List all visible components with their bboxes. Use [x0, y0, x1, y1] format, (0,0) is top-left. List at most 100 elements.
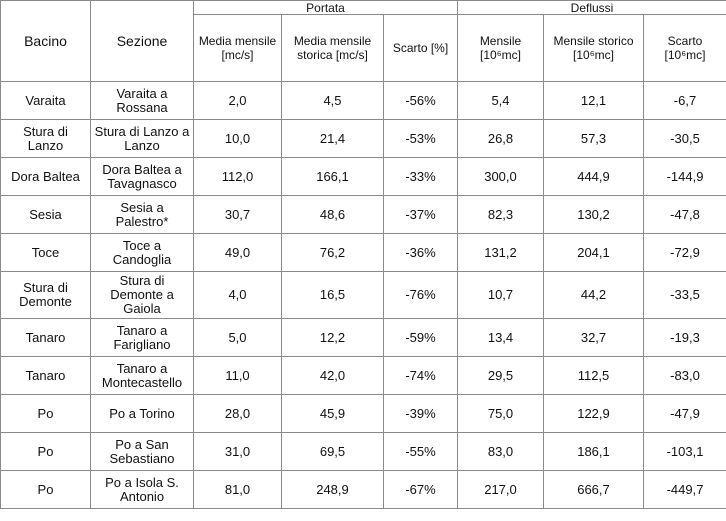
table-cell: -33,5 [643, 271, 726, 319]
table-cell: 28,0 [193, 394, 282, 433]
table-cell: -6,7 [643, 81, 726, 120]
table-cell: -47,8 [643, 195, 726, 234]
table-cell: 5,0 [193, 318, 282, 357]
header-cell: Media mensile [mc/s] [193, 14, 282, 82]
data-table: Bacino Sezione Portata Deflussi Media me… [0, 0, 726, 509]
table-cell: -47,9 [643, 394, 726, 433]
table-cell: -76% [383, 271, 458, 319]
table-cell: 130,2 [543, 195, 644, 234]
table-cell: 122,9 [543, 394, 644, 433]
table-cell: -83,0 [643, 356, 726, 395]
table-cell: -74% [383, 356, 458, 395]
table-cell: 76,2 [281, 233, 384, 272]
header-cell: Sezione [90, 0, 194, 82]
header-group: Deflussi [457, 0, 726, 15]
table-row: Tanaro Tanaro a Montecastello 11,0 42,0 -74%… [0, 356, 726, 395]
table-cell: 10,7 [457, 271, 544, 319]
header-cell: Bacino [0, 0, 91, 82]
table-cell: 217,0 [457, 470, 544, 509]
header-group: Portata [193, 0, 458, 15]
table-cell: -53% [383, 119, 458, 158]
table-row: Toce Toce a Candoglia 49,0 76,2 -36% 131,2 204… [0, 233, 726, 272]
table-body: Varaita Varaita a Rossana 2,0 4,5 -56% 5,4 12,… [0, 81, 726, 509]
table-cell: 49,0 [193, 233, 282, 272]
table-cell: 12,1 [543, 81, 644, 120]
table-cell: -67% [383, 470, 458, 509]
table-cell: -449,7 [643, 470, 726, 509]
table-cell: Tanaro a Montecastello [90, 356, 194, 395]
table-cell: -30,5 [643, 119, 726, 158]
table-cell: 29,5 [457, 356, 544, 395]
table-cell: -56% [383, 81, 458, 120]
table-cell: Po a Torino [90, 394, 194, 433]
table-cell: 10,0 [193, 119, 282, 158]
header-row: Bacino Sezione Portata Deflussi [0, 0, 726, 82]
table-cell: -33% [383, 157, 458, 196]
table-row: Sesia Sesia a Palestro* 30,7 48,6 -37% 82,3 13… [0, 195, 726, 234]
table-cell: 2,0 [193, 81, 282, 120]
table-row: Stura di Demonte Stura di Demonte a Gaiol… [0, 271, 726, 319]
table-cell: -59% [383, 318, 458, 357]
table-cell: 45,9 [281, 394, 384, 433]
table-cell: Sesia [0, 195, 91, 234]
table-cell: 4,5 [281, 81, 384, 120]
table-cell: 12,2 [281, 318, 384, 357]
table-cell: 44,2 [543, 271, 644, 319]
table-cell: 444,9 [543, 157, 644, 196]
table-cell: 4,0 [193, 271, 282, 319]
table-cell: 21,4 [281, 119, 384, 158]
table-row: Po Po a Isola S. Antonio 81,0 248,9 -67% 217,… [0, 470, 726, 509]
table-cell: Po a San Sebastiano [90, 432, 194, 471]
table-cell: 69,5 [281, 432, 384, 471]
table-cell: -36% [383, 233, 458, 272]
table-cell: -72,9 [643, 233, 726, 272]
table-cell: Stura di Demonte a Gaiola [90, 271, 194, 319]
table-cell: Varaita [0, 81, 91, 120]
table-cell: Toce a Candoglia [90, 233, 194, 272]
table-cell: 204,1 [543, 233, 644, 272]
table-cell: -144,9 [643, 157, 726, 196]
table-cell: 82,3 [457, 195, 544, 234]
table-row: Varaita Varaita a Rossana 2,0 4,5 -56% 5,4 12,… [0, 81, 726, 120]
table-cell: Stura di Lanzo [0, 119, 91, 158]
table-cell: Varaita a Rossana [90, 81, 194, 120]
header-cell: Mensile storico [10⁶mc] [543, 14, 644, 82]
table-cell: 16,5 [281, 271, 384, 319]
table-cell: 112,0 [193, 157, 282, 196]
table-cell: Po [0, 394, 91, 433]
table-cell: 26,8 [457, 119, 544, 158]
table-cell: Po a Isola S. Antonio [90, 470, 194, 509]
table-cell: Tanaro [0, 318, 91, 357]
table-cell: 5,4 [457, 81, 544, 120]
table-cell: -103,1 [643, 432, 726, 471]
table-cell: 32,7 [543, 318, 644, 357]
table-cell: 48,6 [281, 195, 384, 234]
table-cell: 11,0 [193, 356, 282, 395]
table-cell: Stura di Lanzo a Lanzo [90, 119, 194, 158]
header-cell: Scarto [%] [383, 14, 458, 82]
table-cell: 81,0 [193, 470, 282, 509]
table-cell: 131,2 [457, 233, 544, 272]
table-cell: 83,0 [457, 432, 544, 471]
table-cell: -55% [383, 432, 458, 471]
table-cell: 166,1 [281, 157, 384, 196]
table-cell: 42,0 [281, 356, 384, 395]
table-cell: Sesia a Palestro* [90, 195, 194, 234]
table-cell: Po [0, 432, 91, 471]
table-cell: Dora Baltea a Tavagnasco [90, 157, 194, 196]
table-cell: 300,0 [457, 157, 544, 196]
table-cell: Tanaro a Farigliano [90, 318, 194, 357]
header-cell: Media mensile storica [mc/s] [281, 14, 384, 82]
header-row: Media mensile [mc/s] Media mensile storic… [1, 14, 726, 82]
table-cell: 112,5 [543, 356, 644, 395]
table-cell: 186,1 [543, 432, 644, 471]
table-row: Dora Baltea Dora Baltea a Tavagnasco 112,0… [0, 157, 726, 196]
table-cell: 57,3 [543, 119, 644, 158]
table-cell: Tanaro [0, 356, 91, 395]
table-cell: Toce [0, 233, 91, 272]
table-cell: 31,0 [193, 432, 282, 471]
table-cell: -39% [383, 394, 458, 433]
table-cell: Po [0, 470, 91, 509]
table-cell: 666,7 [543, 470, 644, 509]
